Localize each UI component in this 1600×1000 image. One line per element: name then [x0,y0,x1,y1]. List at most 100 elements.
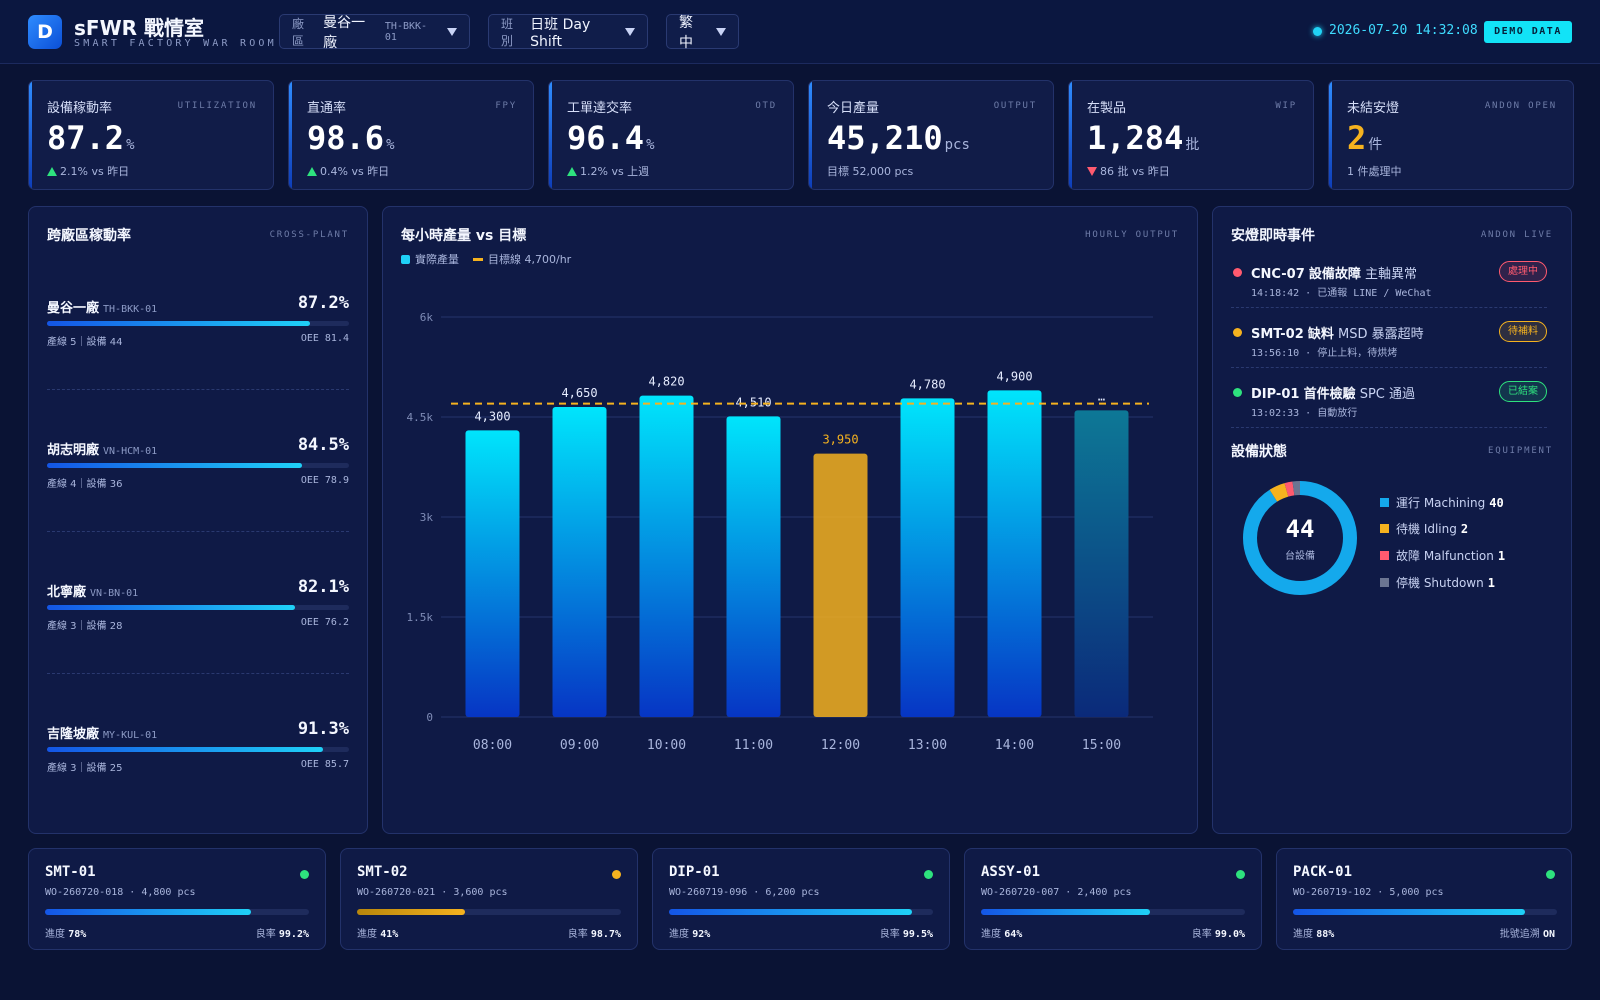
legend-target: 目標線 4,700/hr [473,251,571,267]
plant-row[interactable]: 吉隆坡廠 MY-KUL-01 91.3% 產線 3｜設備 25 OEE 85.7 [47,719,349,779]
status-dot-icon [300,870,309,879]
bar-15:00 [1074,410,1129,717]
line-card-smt-01[interactable]: SMT-01 WO-260720-018 · 4,800 pcs 進度 78% … [28,848,326,950]
kpi-value: 96.4% [567,119,655,157]
kpi-card-wip[interactable]: 在製品 WIP 1,284 批 86 批 vs 昨日 [1068,80,1314,190]
shift-select-value: 日班 Day Shift [530,16,591,50]
plant-utilization: 84.5% [297,435,349,455]
trend-up-icon [307,167,317,176]
progress-label: 進度 78% [45,929,87,940]
kpi-label: 未結安燈 [1347,101,1400,116]
kpi-delta: 86 批 vs 昨日 [1087,163,1170,179]
equipment-donut-chart [1243,481,1357,595]
bar-value-label: 4,780 [909,377,945,391]
plant-row[interactable]: 曼谷一廠 TH-BKK-01 87.2% 產線 5｜設備 44 OEE 81.4 [47,293,349,353]
plant-name: 吉隆坡廠 MY-KUL-01 [47,727,158,742]
plant-oee: OEE 78.9 [300,475,349,486]
bar-14:00 [987,390,1042,717]
plant-meta: 產線 5｜設備 44 [47,337,123,348]
hourly-output-chart: 0 1.5k 3k 4.5k 6k 4,300 08:00 4,650 09:00 4,820 10… [407,311,1153,753]
plant-utilization-bar [47,747,349,752]
kpi-card-fpy[interactable]: 直通率 FPY 98.6% 0.4% vs 昨日 [288,80,534,190]
hourly-output-panel: 每小時產量 vs 目標 HOURLY OUTPUT 實際產量 目標線 4,700… [382,206,1198,834]
bar-value-label: 3,950 [822,433,858,447]
bar-12:00 [813,453,868,717]
plant-select-code: TH-BKK-01 [384,20,428,43]
work-order: WO-260720-021 · 3,600 pcs [357,887,508,898]
work-order: WO-260719-102 · 5,000 pcs [1293,887,1444,898]
language-select[interactable]: 繁中 [666,14,739,51]
plant-name: 胡志明廠 VN-HCM-01 [47,443,158,458]
kpi-label: 直通率 [307,101,347,116]
kpi-delta: 1.2% vs 上週 [567,163,649,179]
chevron-down-icon [447,27,457,36]
trend-up-icon [567,167,577,176]
bar-10:00 [639,395,694,717]
plant-utilization-bar [47,463,349,468]
work-order: WO-260719-096 · 6,200 pcs [669,887,820,898]
donut-slice [1243,481,1357,595]
plant-select[interactable]: 廠區 曼谷一廠 TH-BKK-01 [279,14,470,51]
status-dot-icon [924,870,933,879]
line-card-dip-01[interactable]: DIP-01 WO-260719-096 · 6,200 pcs 進度 92% … [652,848,950,950]
line-card-smt-02[interactable]: SMT-02 WO-260720-021 · 3,600 pcs 進度 41% … [340,848,638,950]
panel-en-title: ANDON LIVE [1480,230,1553,240]
panel-en-title: HOURLY OUTPUT [1085,230,1179,240]
plant-meta: 產線 3｜設備 28 [47,621,123,632]
andon-event[interactable]: SMT-02 缺料 MSD 暴露超時 13:56:10 · 停止上料，待烘烤 待… [1231,321,1547,373]
y-tick-label: 1.5k [407,611,434,624]
legend-machining: 運行 Machining 40 [1380,494,1504,511]
kpi-en-label: OTD [755,101,777,111]
progress-bar [669,909,933,915]
andon-panel: 安燈即時事件 ANDON LIVE CNC-07 設備故障 主軸異常 14:18… [1212,206,1572,834]
yield-label: 良率 99.0% [1191,929,1245,940]
andon-event[interactable]: DIP-01 首件檢驗 SPC 通過 13:02:33 · 自動放行 已結案 [1231,381,1547,433]
chevron-down-icon [625,27,635,36]
plant-utilization: 82.1% [297,577,349,597]
event-title: SMT-02 缺料 MSD 暴露超時 [1251,327,1424,342]
event-status-badge: 處理中 [1499,261,1547,282]
status-dot-icon [1233,328,1242,337]
bar-value-label: 4,300 [474,409,510,423]
andon-event[interactable]: CNC-07 設備故障 主軸異常 14:18:42 · 已通報 LINE / W… [1231,261,1547,313]
line-card-pack-01[interactable]: PACK-01 WO-260719-102 · 5,000 pcs 進度 88%… [1276,848,1572,950]
datetime: 2026-07-20 14:32:08 [1329,23,1478,38]
equipment-en-title: EQUIPMENT [1488,446,1553,456]
kpi-card-output[interactable]: 今日產量 OUTPUT 45,210 pcs 目標 52,000 pcs [808,80,1054,190]
event-meta: 13:56:10 · 停止上料，待烘烤 [1251,348,1398,359]
work-order: WO-260720-018 · 4,800 pcs [45,887,196,898]
plant-name: 曼谷一廠 TH-BKK-01 [47,301,158,316]
kpi-en-label: FPY [495,101,517,111]
trend-down-icon [1087,167,1097,176]
line-card-assy-01[interactable]: ASSY-01 WO-260720-007 · 2,400 pcs 進度 64%… [964,848,1262,950]
legend-idling: 待機 Idling 2 [1380,520,1468,537]
kpi-card-otd[interactable]: 工單達交率 OTD 96.4% 1.2% vs 上週 [548,80,794,190]
kpi-value: 98.6% [307,119,395,157]
kpi-status: 1 件處理中 [1347,165,1402,178]
progress-label: 進度 92% [669,929,711,940]
divider [47,531,349,532]
plant-row[interactable]: 北寧廠 VN-BN-01 82.1% 產線 3｜設備 28 OEE 76.2 [47,577,349,637]
shift-select[interactable]: 班別 日班 Day Shift [488,14,648,50]
kpi-card-utilization[interactable]: 設備稼動率 UTILIZATION 87.2% 2.1% vs 昨日 [28,80,274,190]
y-tick-label: 3k [420,511,434,524]
plant-utilization: 91.3% [297,719,349,739]
status-dot-icon [1236,870,1245,879]
legend-actual: 實際產量 [401,251,459,267]
status-dot-icon [1233,268,1242,277]
kpi-label: 工單達交率 [567,101,633,116]
event-status-badge: 已結案 [1499,381,1547,402]
x-tick-label: 11:00 [734,738,773,753]
status-dot-icon [612,870,621,879]
plant-meta: 產線 3｜設備 25 [47,763,123,774]
line-name: SMT-02 [357,864,408,880]
y-tick-label: 4.5k [407,411,434,424]
demo-data-badge: DEMO DATA [1484,21,1572,43]
bar-value-label: 4,820 [648,375,684,389]
plant-row[interactable]: 胡志明廠 VN-HCM-01 84.5% 產線 4｜設備 36 OEE 78.9 [47,435,349,495]
kpi-label: 在製品 [1087,101,1127,116]
kpi-en-label: UTILIZATION [177,101,257,111]
language-select-value: 繁中 [679,14,693,51]
kpi-value: 87.2% [47,119,135,157]
